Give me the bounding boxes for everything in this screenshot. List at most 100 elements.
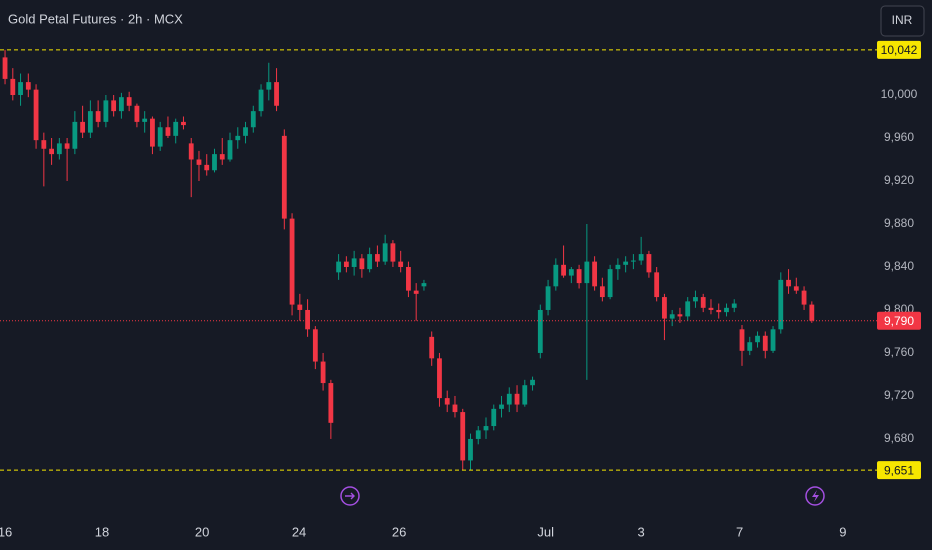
x-tick-label: 16 [0,524,12,539]
candle-body [297,304,303,310]
candle-body [460,412,466,461]
candle-body [561,264,566,276]
candle-body [592,261,598,287]
candle-body [359,258,365,270]
candle-body [491,408,497,427]
y-tick-label: 9,760 [884,345,914,359]
candle-body [406,266,411,291]
chart-title: Gold Petal Futures · 2h · MCX [8,11,183,26]
candle-body [778,279,784,330]
price-label: 10,042 [881,43,918,57]
candle-body [693,297,698,302]
candle-body [545,286,551,310]
candle-body [305,309,310,330]
candle-body [700,297,706,308]
candle-body [731,303,737,308]
candle-body [165,127,171,136]
candle-body [118,97,124,112]
candle-body [584,261,590,284]
x-tick-label: Jul [537,524,554,539]
y-tick-label: 9,720 [884,388,914,402]
candle-body [382,243,388,262]
candle-body [413,290,419,294]
candle-body [499,404,504,409]
candle-body [235,135,241,141]
alert-icon-bolt[interactable] [812,490,819,502]
y-tick-label: 9,680 [884,431,914,445]
candle-body [258,89,264,112]
candle-body [452,404,458,413]
candle-body [755,335,760,343]
candle-body [638,254,644,261]
candle-body [522,385,528,405]
candle-body [266,82,272,90]
candle-body [33,89,39,141]
candle-body [739,329,745,351]
candle-body [336,261,342,273]
candle-body [374,254,380,262]
candle-body [537,309,543,353]
alert-icon[interactable] [805,486,825,506]
currency-button-frame[interactable] [880,5,925,37]
candle-body [328,383,334,423]
event-icon[interactable] [340,486,360,506]
candle-body [468,438,473,461]
candle-body [724,307,729,313]
y-tick-label: 10,000 [881,87,918,101]
currency-button[interactable]: INR [880,5,925,37]
candle-body [654,272,660,298]
y-tick-label: 9,840 [884,259,914,273]
candle-body [801,290,807,305]
y-tick-label: 9,880 [884,216,914,230]
candle-body [429,336,435,359]
candle-body [103,100,109,122]
price-label: 9,790 [884,314,914,328]
x-tick-label: 20 [195,524,209,539]
candle-body [212,154,217,171]
candle-body [669,314,675,319]
candle-body [475,430,481,439]
x-tick-label: 3 [638,524,645,539]
x-tick-label: 7 [736,524,743,539]
candle-body [809,304,815,321]
candles [2,49,815,471]
event-icon-arrow[interactable] [345,492,355,500]
candle-body [173,121,179,136]
candle-body [421,283,427,287]
candle-body [227,140,233,160]
candle-body [762,335,768,351]
candle-body [312,329,318,362]
candle-body [95,111,101,122]
candle-body [111,100,117,112]
candle-body [25,82,31,90]
candle-body [64,143,70,149]
candle-body [289,218,295,305]
currency-label[interactable]: INR [892,13,913,27]
price-label-box [877,461,921,480]
candle-body [281,135,287,219]
candle-body [72,121,78,149]
candle-body [343,261,349,267]
candle-body [607,269,613,298]
candle-body [274,82,279,106]
candle-body [646,254,652,273]
candle-body [49,148,54,155]
candle-body [685,301,691,317]
candle-body [188,143,194,160]
candle-body [126,97,132,106]
candle-body [367,254,373,270]
candle-body [786,279,791,287]
candle-body [320,361,326,384]
price-label-box [877,40,921,59]
x-tick-label: 18 [95,524,109,539]
candle-body [530,379,535,386]
candle-body [506,393,512,405]
candle-body [243,127,248,136]
x-tick-label: 9 [839,524,846,539]
candle-body [553,264,559,287]
candle-body [390,243,396,262]
candle-body [56,143,62,155]
